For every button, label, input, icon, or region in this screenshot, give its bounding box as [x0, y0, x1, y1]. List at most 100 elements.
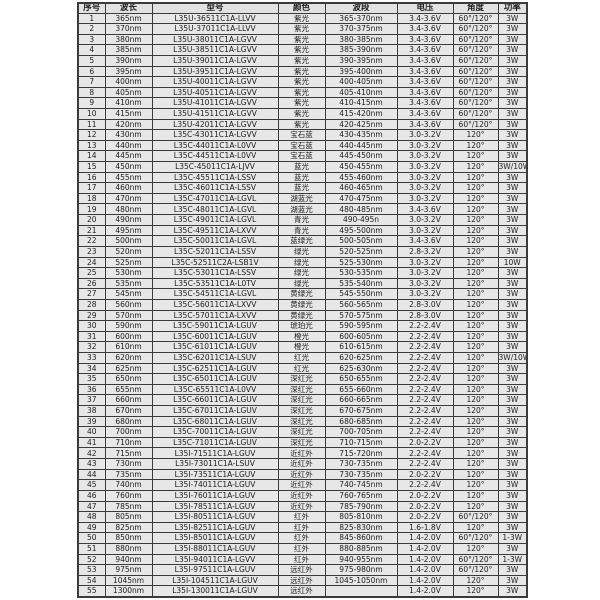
table-cell: L35I-74011C1A-LGUV	[151, 479, 279, 491]
table-cell: 1-3W	[497, 553, 528, 566]
table-cell: 825-830nm	[324, 521, 398, 534]
table-cell: 60°/120°	[452, 118, 499, 131]
table-cell: 60°/120°	[452, 33, 499, 46]
table-cell: 660nm	[104, 394, 153, 407]
table-cell: L35I-88011C1A-LGUV	[151, 542, 279, 555]
table-cell: 1.4-2.0V	[396, 542, 454, 555]
table-row: 5 390nm L35U-39011C1A-LGVV 紫光 390-395nm 3.4-3…	[77, 54, 528, 67]
table-cell: 3W	[497, 118, 528, 131]
table-cell: 735nm	[104, 468, 153, 481]
table-cell: 3W	[497, 436, 528, 449]
table-cell: 450nm	[104, 161, 153, 173]
table-cell: 深红光	[277, 394, 326, 407]
table-cell: 405nm	[104, 86, 153, 99]
table-cell: 橙光	[277, 330, 326, 343]
table-cell: 120°	[452, 479, 499, 491]
table-row: 30 590nm L35C-59011C1A-LGUV 琥珀光 590-595nm 2.2…	[77, 320, 528, 332]
table-cell: 380-385nm	[324, 33, 398, 46]
table-cell: 红光	[277, 352, 326, 364]
table-cell: 湖蓝光	[277, 192, 326, 205]
table-cell: L35I-94011C1A-LGVV	[151, 553, 279, 566]
table-cell: 12	[77, 129, 106, 141]
table-cell: 440nm	[104, 139, 153, 152]
table-cell: 3W	[497, 129, 528, 141]
table-cell: 紫光	[277, 76, 326, 88]
table-cell: 120°	[452, 447, 499, 460]
table-cell: 1300nm	[104, 585, 153, 598]
table-cell: 495-500nm	[324, 224, 398, 237]
table-cell: 500nm	[104, 235, 153, 247]
table-cell: 20	[77, 214, 106, 226]
table-cell: L35C-59011C1A-LGUV	[151, 320, 279, 332]
column-header: 电压	[396, 2, 454, 14]
table-cell: 520nm	[104, 245, 153, 258]
table-cell: 深红光	[277, 383, 326, 396]
table-cell: L35U-40511C1A-LGVV	[151, 86, 279, 99]
table-cell: 18	[77, 192, 106, 205]
table-cell: 10W	[497, 256, 528, 269]
table-row: 55 1300nm L35I-130011C1A-LGUV 远红外 1.4-2.0V 12…	[77, 585, 528, 598]
table-row: 13 440nm L35C-44011C1A-L0VV 宝石蓝 440-445nm 3.0…	[77, 139, 528, 152]
table-cell: 120°	[452, 139, 499, 152]
table-cell: 590-595nm	[324, 320, 398, 332]
table-cell: L35U-41011C1A-LGVV	[151, 97, 279, 109]
table-cell: 560-565nm	[324, 298, 398, 311]
table-header-row: 序号 波长 型号 颜色 波段 电压 角度 功率	[77, 2, 528, 14]
table-cell: 1.4-2.0V	[396, 532, 454, 544]
table-cell: 3W	[497, 33, 528, 46]
table-cell: 51	[77, 542, 106, 555]
table-cell: 655nm	[104, 383, 153, 396]
table-cell: 3W	[497, 267, 528, 279]
table-cell: 红外	[277, 532, 326, 544]
table-cell: 610nm	[104, 341, 153, 353]
table-cell: 50	[77, 532, 106, 544]
table-cell: 2.2-2.4V	[396, 341, 454, 353]
table-cell: 880nm	[104, 542, 153, 555]
table-cell: 120°	[452, 426, 499, 438]
table-cell: 120°	[452, 161, 499, 173]
table-cell: L35U-37011C1A-LLVV	[151, 23, 279, 35]
table-cell: 绿光	[277, 267, 326, 279]
table-cell: 3W	[497, 277, 528, 290]
table-cell: 42	[77, 447, 106, 460]
table-cell: 3.4-3.6V	[396, 23, 454, 35]
table-cell: 120°	[452, 383, 499, 396]
table-cell: 3W	[497, 511, 528, 523]
table-row: 23 520nm L35C-52011C1A-LSSV 绿光 520-525nm 2.8-…	[77, 245, 528, 258]
table-cell: 3W	[497, 585, 528, 598]
table-cell: 120°	[452, 320, 499, 332]
table-cell: 黄绿光	[277, 309, 326, 322]
table-cell: 3.0-3.2V	[396, 129, 454, 141]
table-row: 29 570nm L35C-57011C1A-LXVV 黄绿光 570-575nm 2.8…	[77, 309, 528, 322]
table-cell: L35I-73011C1A-LSUV	[151, 458, 279, 470]
table-cell: 410-415nm	[324, 97, 398, 109]
table-cell: 39	[77, 415, 106, 428]
table-cell: 近红外	[277, 458, 326, 470]
table-cell: 785nm	[104, 500, 153, 513]
table-cell: 2.2-2.4V	[396, 447, 454, 460]
table-cell: 3.4-3.6V	[396, 76, 454, 88]
table-cell: 3W	[497, 192, 528, 205]
table-cell: 26	[77, 277, 106, 290]
table-cell: 1.4-2.0V	[396, 585, 454, 598]
table-cell: L35C-57011C1A-LXVV	[151, 309, 279, 322]
table-cell: 3W	[497, 330, 528, 343]
table-cell: 10	[77, 108, 106, 120]
table-cell: 青光	[277, 214, 326, 226]
table-cell: 30	[77, 320, 106, 332]
table-cell: 680nm	[104, 415, 153, 428]
table-row: 6 395nm L35U-39511C1A-LGVV 紫光 395-400nm 3.4-3…	[77, 65, 528, 78]
table-cell: 470-475nm	[324, 192, 398, 205]
table-row: 38 670nm L35C-67011C1A-LGUV 深红光 670-675nm 2.2…	[77, 405, 528, 417]
table-cell: 37	[77, 394, 106, 407]
table-cell: 415-420nm	[324, 108, 398, 120]
table-cell: 2.2-2.4V	[396, 352, 454, 364]
table-cell: 16	[77, 171, 106, 184]
table-cell: 3.0-3.2V	[396, 182, 454, 194]
table-cell: L35C-44011C1A-L0VV	[151, 139, 279, 152]
table-cell: 45	[77, 479, 106, 491]
table-cell: 415nm	[104, 108, 153, 120]
table-cell: L35U-41511C1A-LGVV	[151, 108, 279, 120]
table-cell: L35I-78511C1A-LGUV	[151, 500, 279, 513]
table-cell: 535nm	[104, 277, 153, 290]
